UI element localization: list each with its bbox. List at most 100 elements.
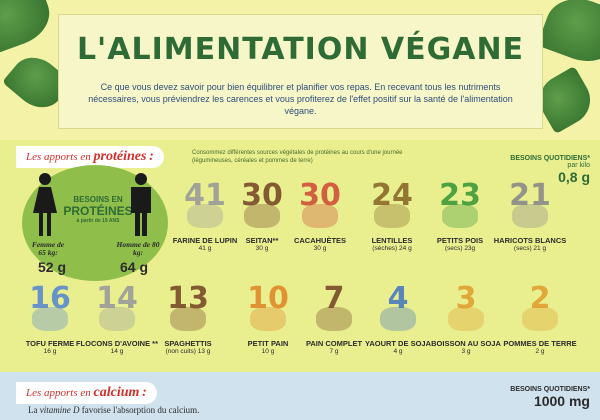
- needs-label: BESOINS QUOTIDIENS*: [510, 155, 590, 162]
- calcium-needs: BESOINS QUOTIDIENS* 1000 mg: [510, 386, 590, 409]
- food-item: 7 PAIN COMPLET 7 g: [294, 281, 374, 365]
- food-item: 30 CACAHUÈTES 30 g: [280, 178, 360, 262]
- food-item: 41 FARINE DE LUPIN 41 g: [165, 178, 245, 262]
- woman-icon: [33, 173, 57, 236]
- food-item: 30 SEITAN** 30 g: [222, 178, 302, 262]
- proteins-note: Consommez différentes sources végétales …: [192, 150, 403, 164]
- vitd-prefix: La: [28, 405, 38, 415]
- food-illustration: [522, 307, 558, 331]
- woman-value: 52 g: [38, 259, 67, 275]
- header-panel: L'ALIMENTATION VÉGANE Ce que vous devez …: [58, 14, 543, 129]
- food-illustration: [374, 204, 410, 228]
- food-item: 14 FLOCONS D'AVOINE ** 14 g: [76, 281, 158, 365]
- proteins-tab-word: protéines: [93, 149, 147, 164]
- food-item: 2 POMMES DE TERRE 2 g: [500, 281, 580, 365]
- food-protein-number: 13: [167, 281, 209, 316]
- food-name: FARINE DE LUPIN: [172, 236, 238, 245]
- food-item: 10 PETIT PAIN 10 g: [228, 281, 308, 365]
- woman-label: Femme de 65 kg:: [31, 240, 65, 257]
- food-illustration: [380, 307, 416, 331]
- food-protein-number: 2: [529, 281, 551, 316]
- needs-value: 0,8 g: [558, 169, 590, 185]
- vitd-word: vitamine D: [39, 405, 80, 415]
- leaf-decoration: [537, 0, 600, 72]
- food-quantity: 41 g: [198, 245, 212, 252]
- food-protein-number: 16: [29, 281, 71, 316]
- food-item: 21 HARICOTS BLANCS (secs) 21 g: [490, 178, 570, 262]
- food-illustration: [250, 307, 286, 331]
- food-name: SEITAN**: [245, 236, 279, 245]
- food-quantity: 7 g: [329, 348, 339, 355]
- food-illustration: [187, 204, 223, 228]
- vitd-suffix: favorise l'absorption du calcium.: [81, 405, 200, 415]
- calcium-tab-suffix: :: [142, 385, 147, 400]
- food-item: 13 SPAGHETTIS (non cuits) 13 g: [148, 281, 228, 365]
- food-protein-number: 30: [241, 178, 283, 213]
- man-icon: [131, 173, 151, 236]
- proteins-tab-suffix: :: [149, 149, 154, 164]
- food-name: YAOURT DE SOJA: [365, 339, 431, 348]
- proteins-tab-prefix: Les apports en: [26, 151, 91, 163]
- badge-line3: à partir de 19 ANS: [76, 218, 120, 224]
- food-name: CACAHUÈTES: [293, 236, 347, 245]
- food-name: TOFU FERME: [25, 339, 75, 348]
- food-illustration: [170, 307, 206, 331]
- food-name: PETIT PAIN: [247, 339, 289, 348]
- food-name: POMMES DE TERRE: [503, 339, 577, 348]
- food-name: PETITS POIS: [436, 236, 484, 245]
- man-value: 64 g: [120, 259, 149, 275]
- food-protein-number: 4: [387, 281, 409, 316]
- food-quantity: 14 g: [110, 348, 124, 355]
- food-name: LENTILLES: [371, 236, 413, 245]
- food-illustration: [512, 204, 548, 228]
- food-quantity: (secs) 21 g: [513, 245, 547, 252]
- man-label: Homme de 80 kg:: [116, 240, 160, 257]
- food-quantity: 2 g: [535, 348, 545, 355]
- proteins-section-tab: Les apports en protéines :: [16, 146, 164, 168]
- food-illustration: [302, 204, 338, 228]
- badge-line2: PROTÉINES: [63, 204, 133, 218]
- food-protein-number: 3: [455, 281, 477, 316]
- calcium-needs-label: BESOINS QUOTIDIENS*: [510, 386, 590, 393]
- food-illustration: [448, 307, 484, 331]
- food-protein-number: 41: [184, 178, 226, 213]
- food-quantity: 30 g: [313, 245, 327, 252]
- food-quantity: 3 g: [461, 348, 471, 355]
- protein-badge-title: BESOINS EN PROTÉINES à partir de 19 ANS: [58, 195, 138, 225]
- food-quantity: 10 g: [261, 348, 275, 355]
- calcium-needs-value: 1000 mg: [533, 393, 590, 409]
- food-quantity: 30 g: [255, 245, 269, 252]
- food-protein-number: 24: [371, 178, 413, 213]
- food-protein-number: 7: [323, 281, 345, 316]
- food-quantity: 16 g: [43, 348, 57, 355]
- food-quantity: (non cuits) 13 g: [165, 348, 211, 355]
- food-quantity: (sèches) 24 g: [372, 245, 412, 252]
- vitamin-d-note: La vitamine D favorise l'absorption du c…: [28, 405, 199, 415]
- food-name: BOISSON AU SOJA: [431, 339, 501, 348]
- food-illustration: [442, 204, 478, 228]
- food-item: 24 LENTILLES (sèches) 24 g: [352, 178, 432, 262]
- food-item: 4 YAOURT DE SOJA 4 g: [358, 281, 438, 365]
- food-item: 16 TOFU FERME 16 g: [10, 281, 90, 365]
- calcium-tab-prefix: Les apports en: [26, 387, 91, 399]
- food-item: 3 BOISSON AU SOJA 3 g: [426, 281, 506, 365]
- calcium-section-tab: Les apports en calcium :: [16, 382, 157, 404]
- proteins-needs: BESOINS QUOTIDIENS* par kilo 0,8 g: [510, 155, 590, 185]
- food-protein-number: 23: [439, 178, 481, 213]
- needs-unit: par kilo: [567, 162, 590, 169]
- food-name: FLOCONS D'AVOINE **: [75, 339, 159, 348]
- leaf-decoration: [0, 0, 58, 56]
- intro-text: Ce que vous devez savoir pour bien équil…: [88, 82, 513, 116]
- food-quantity: (secs) 23g: [444, 245, 476, 252]
- food-name: PAIN COMPLET: [305, 339, 363, 348]
- food-protein-number: 30: [299, 178, 341, 213]
- food-protein-number: 14: [96, 281, 138, 316]
- badge-line1: BESOINS EN: [73, 195, 123, 204]
- calcium-tab-word: calcium: [93, 385, 140, 400]
- food-illustration: [32, 307, 68, 331]
- food-quantity: 4 g: [393, 348, 403, 355]
- food-illustration: [316, 307, 352, 331]
- food-illustration: [244, 204, 280, 228]
- food-protein-number: 21: [509, 178, 551, 213]
- food-item: 23 PETITS POIS (secs) 23g: [420, 178, 500, 262]
